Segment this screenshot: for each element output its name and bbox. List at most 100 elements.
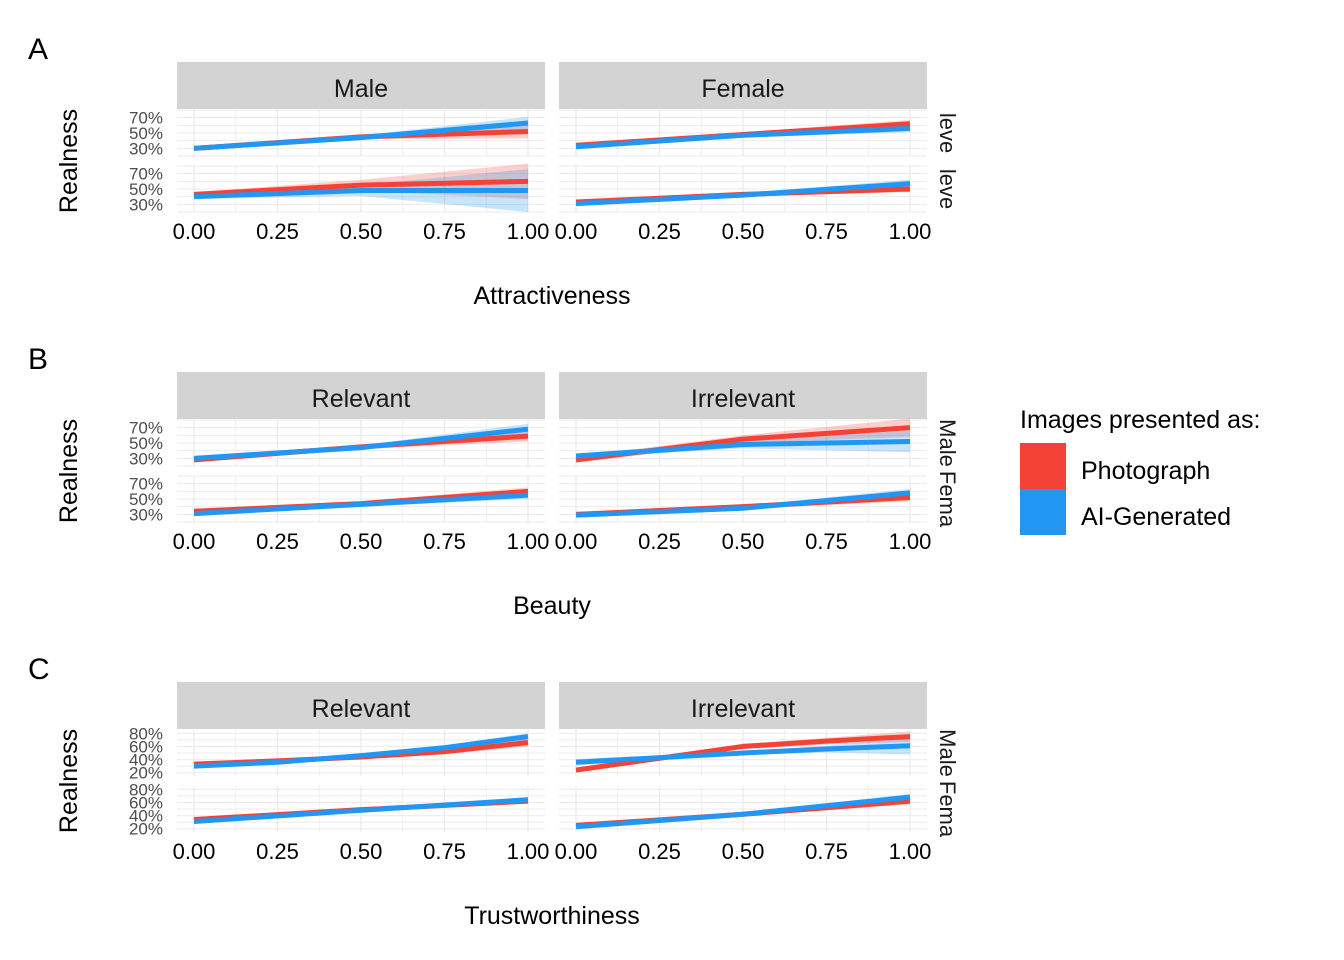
strip-label: Female [701,75,784,103]
facet-panel [559,475,927,523]
x-tick-label: 1.00 [889,219,932,244]
y-tick-label: 50% [129,434,163,453]
y-tick-label: 40% [129,807,163,826]
y-tick-label: 60% [129,737,163,756]
strip-1 [559,372,927,419]
x-tick-label: 0.25 [256,839,299,864]
y-tick-label: 70% [129,419,163,438]
panel-label: C [28,653,50,686]
x-tick-label: 0.50 [722,219,765,244]
strip-label: Relevant [312,385,411,413]
series-line-photograph [575,734,911,773]
x-tick-label: 0.75 [805,529,848,554]
strip-label: Irrelevant [691,385,795,413]
row-strip-label: leve [935,169,960,209]
facet-panel [177,786,545,832]
series-line-ai-generated [575,438,911,459]
x-tick-label: 1.00 [507,839,550,864]
x-axis-title: Beauty [513,592,591,620]
strip-0 [177,372,545,419]
strip-0 [177,62,545,109]
series-line-ai-generated [575,743,911,765]
y-tick-label: 50% [129,180,163,199]
x-tick-label: 1.00 [507,529,550,554]
row-strip-label: Male [935,419,960,467]
x-tick-label: 0.75 [805,839,848,864]
x-tick-label: 0.00 [555,219,598,244]
y-tick-label: 60% [129,793,163,812]
y-axis-title: Realness [55,419,83,523]
series-line-ai-generated [193,797,529,824]
series-line-ai-generated [575,181,911,207]
row-strip-label: Male [935,729,960,777]
x-axis-title: Attractiveness [473,282,630,310]
series-line-ai-generated [193,120,529,151]
x-tick-label: 0.75 [423,219,466,244]
facet-panel [177,730,545,776]
y-tick-label: 20% [129,764,163,783]
row-strip-label: leve [935,113,960,153]
legend: Images presented as: Photograph AI-Gener… [1020,406,1260,535]
y-tick-label: 50% [129,490,163,509]
series-line-ai-generated [193,734,529,769]
x-tick-label: 0.25 [256,529,299,554]
x-tick-label: 0.00 [173,839,216,864]
series-line-ai-generated [193,492,529,517]
x-tick-label: 0.25 [256,219,299,244]
x-tick-label: 1.00 [507,219,550,244]
row-strip-label: Fema [935,471,960,528]
plot-area: A Realness Attractiveness Male Female leve lev… [28,33,960,930]
y-tick-label: 50% [129,124,163,143]
y-tick-label: 20% [129,820,163,839]
series-line-ai-generated [575,490,911,518]
facet-panel [559,165,927,213]
y-axis-title: Realness [55,109,83,213]
x-tick-label: 0.00 [555,529,598,554]
series-line-ai-generated [193,426,529,461]
facet-panel [177,419,545,467]
y-tick-label: 30% [129,505,163,524]
facet-panel [177,109,545,157]
y-tick-label: 30% [129,139,163,158]
strip-1 [559,682,927,729]
x-tick-label: 1.00 [889,529,932,554]
y-tick-label: 70% [129,475,163,494]
x-tick-label: 0.50 [722,839,765,864]
y-tick-label: 70% [129,109,163,128]
strip-0 [177,682,545,729]
x-tick-label: 0.75 [423,529,466,554]
y-tick-label: 30% [129,449,163,468]
x-tick-label: 0.50 [340,219,383,244]
legend-label-photograph: Photograph [1081,457,1210,485]
x-tick-label: 0.50 [340,529,383,554]
series-line-photograph [193,178,529,197]
legend-key-ai-generated [1020,489,1066,535]
facet-panel [559,786,927,832]
strip-1 [559,62,927,109]
y-axis-title: Realness [55,729,83,833]
x-tick-label: 1.00 [889,839,932,864]
y-tick-label: 30% [129,195,163,214]
strip-label: Relevant [312,695,411,723]
y-tick-label: 80% [129,780,163,799]
chart-block-a: A Realness Attractiveness Male Female leve lev… [28,33,960,310]
x-tick-label: 0.00 [555,839,598,864]
series-line-ai-generated [193,188,528,200]
x-axis-title: Trustworthiness [464,902,640,930]
x-tick-label: 0.25 [638,839,681,864]
panel-label: B [28,343,48,376]
x-tick-label: 0.50 [340,839,383,864]
chart-block-b: B Realness Beauty Relevant Irrelevant Male Fem… [28,343,960,620]
x-tick-label: 0.75 [805,219,848,244]
x-tick-label: 0.50 [722,529,765,554]
x-tick-label: 0.75 [423,839,466,864]
y-tick-label: 70% [129,165,163,184]
row-strip-label: Fema [935,781,960,838]
strip-label: Male [334,75,388,103]
x-tick-label: 0.25 [638,219,681,244]
facet-panel [559,730,927,776]
y-tick-label: 80% [129,724,163,743]
y-tick-label: 40% [129,751,163,770]
series-line-ai-generated [575,794,911,830]
